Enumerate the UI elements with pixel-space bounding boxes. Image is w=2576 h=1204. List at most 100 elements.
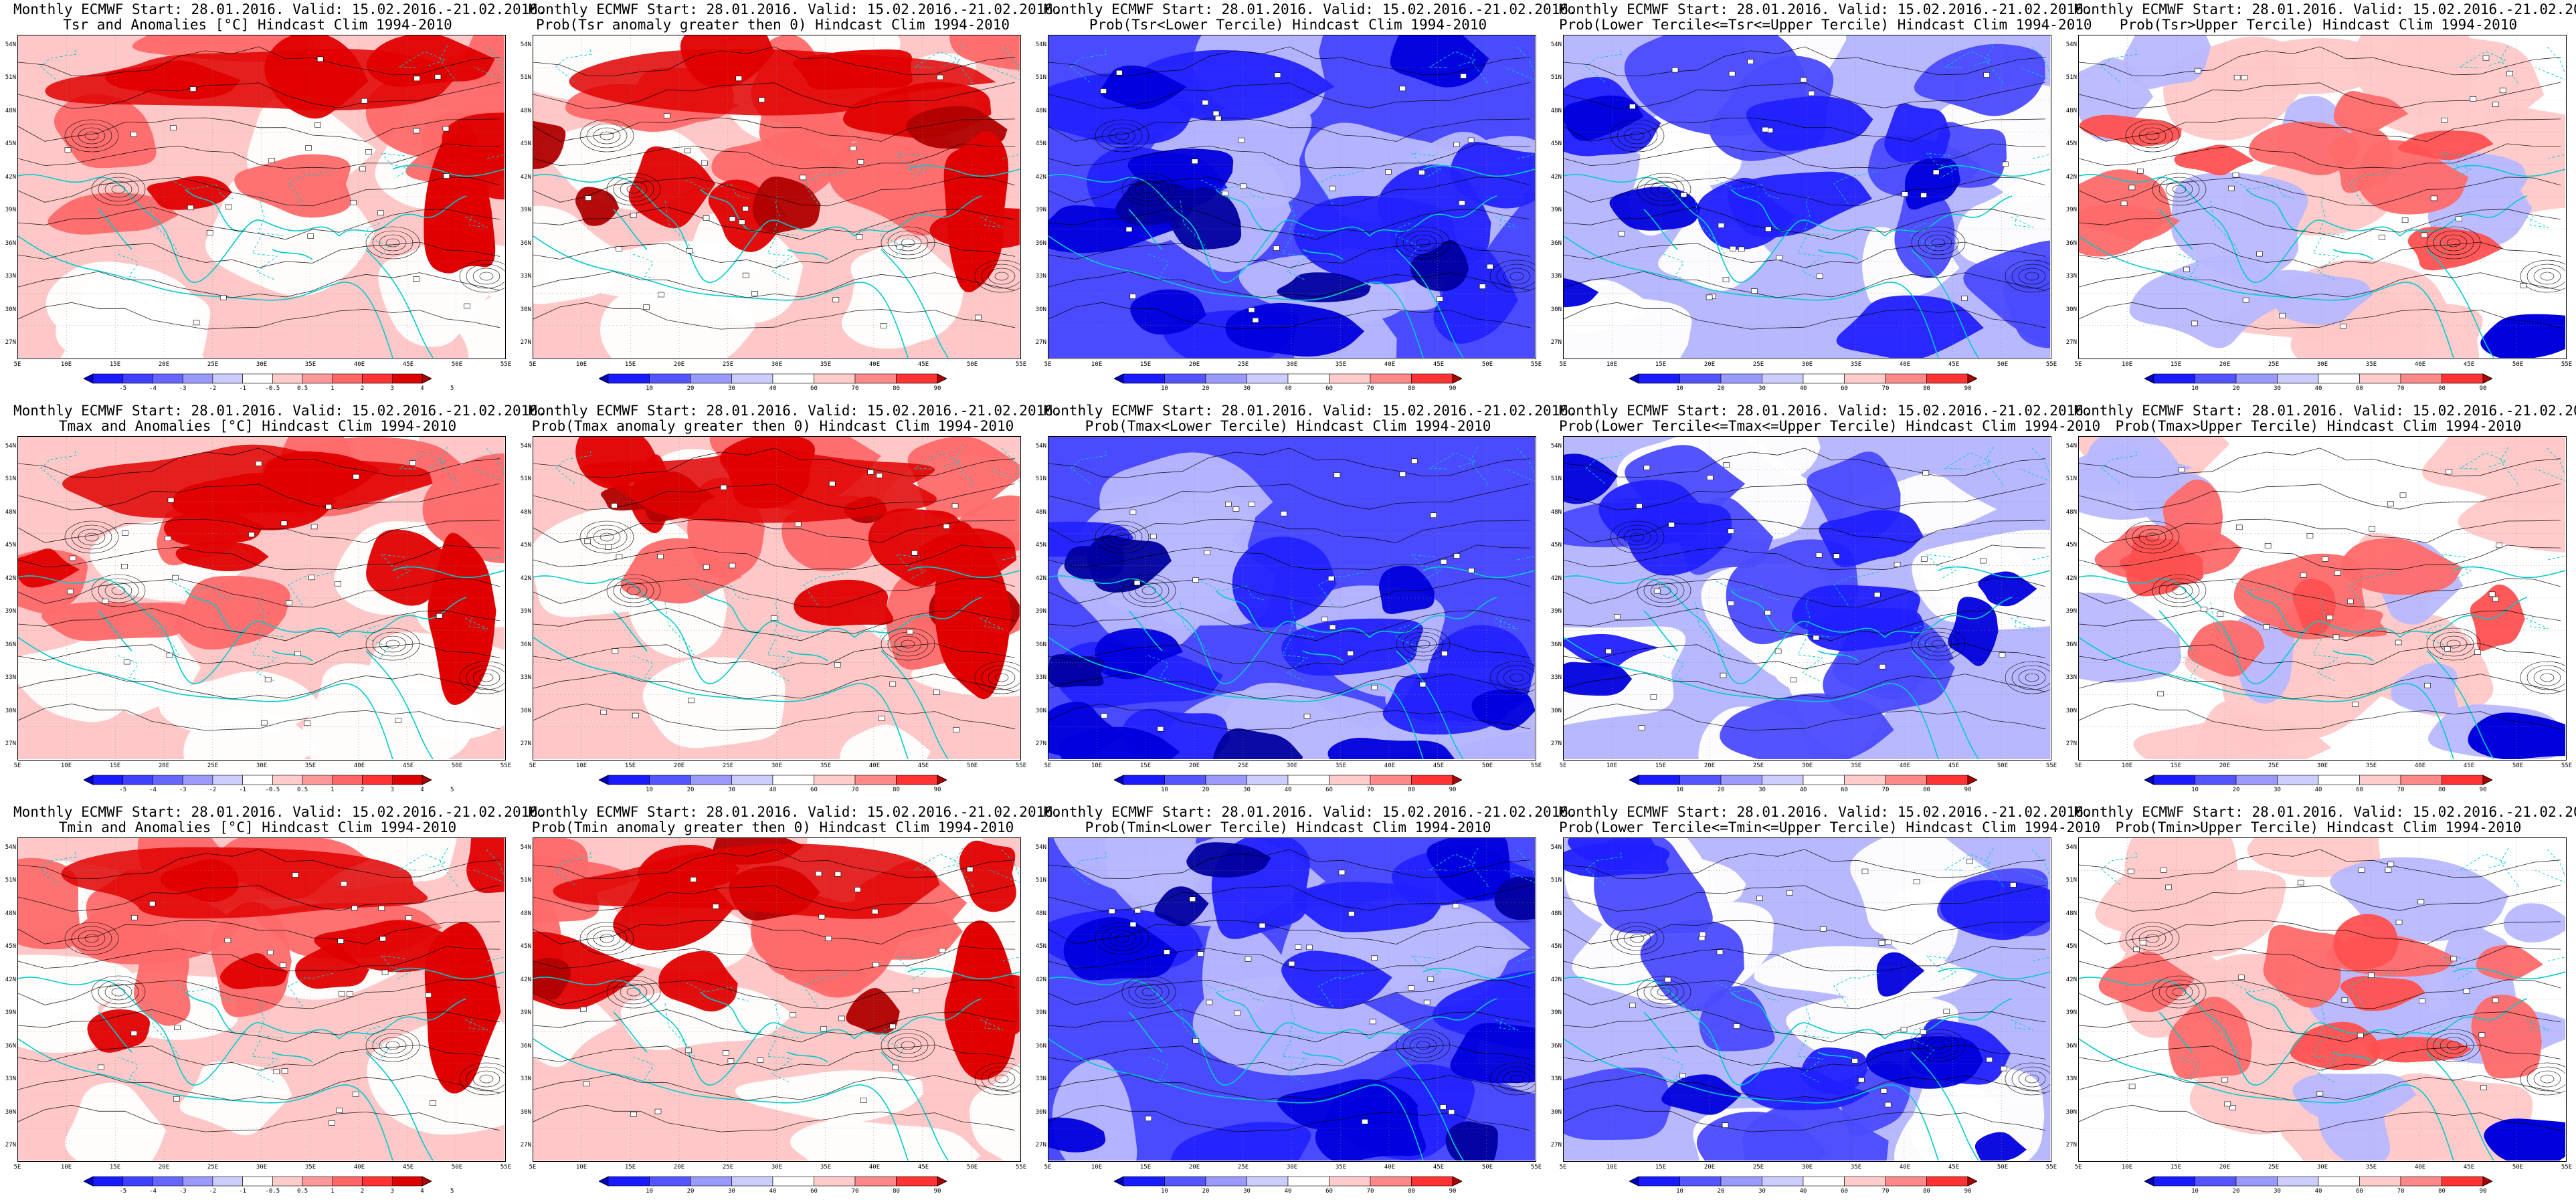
orography-contour	[2446, 639, 2461, 649]
station-marker	[1706, 294, 1713, 300]
colorbar-tick-label: 80	[2438, 385, 2446, 392]
colorbar-high-arrow	[1967, 373, 1977, 384]
station-marker	[1819, 926, 1827, 932]
latitude-label: 54N	[2065, 844, 2077, 851]
country-border	[1470, 446, 1489, 486]
panel-title-line2: Tsr and Anomalies [°C] Hindcast Clim 199…	[63, 17, 452, 33]
station-marker	[1833, 553, 1840, 559]
coastline	[854, 998, 982, 1039]
orography-contour	[974, 260, 1020, 293]
station-marker	[1878, 940, 1885, 946]
country-border	[1695, 1003, 1727, 1058]
station-marker	[341, 881, 347, 886]
orography-contour	[459, 260, 504, 293]
longitude-label: 55E	[2561, 763, 2573, 769]
latitude-label: 39N	[2065, 1009, 2077, 1017]
forecast-map	[1563, 436, 2051, 761]
orography-contour	[988, 669, 1016, 686]
orography-contour	[479, 673, 494, 682]
station-marker	[738, 219, 745, 225]
isotherm-contour	[2079, 143, 2561, 169]
isotherm-contour	[533, 518, 1016, 543]
isotherm-contour	[1048, 271, 1531, 298]
station-marker	[1109, 908, 1115, 914]
country-border	[1985, 847, 2005, 888]
station-marker	[729, 216, 736, 222]
field-shading	[2079, 114, 2182, 146]
field-shading	[1058, 726, 1180, 759]
longitude-label: 55E	[500, 1164, 512, 1171]
orography-contour	[372, 631, 413, 657]
field-shading	[2003, 257, 2050, 348]
station-marker	[1718, 223, 1725, 228]
isotherm-contour	[1048, 849, 1531, 879]
colorbar-tick-label: 80	[893, 1188, 900, 1195]
colorbar-swatch	[731, 775, 773, 785]
station-marker	[2369, 526, 2376, 532]
colorbar-swatch	[2442, 373, 2484, 384]
colorbar-tick-label: 90	[1964, 1188, 1972, 1195]
latitude-label: 39N	[520, 1009, 531, 1017]
longitude-label: 35E	[1335, 361, 1347, 368]
orography-contour	[981, 665, 1020, 690]
latitude-label: 39N	[1550, 1009, 1562, 1017]
station-marker	[1614, 614, 1621, 619]
colorbar-swatch	[1247, 1176, 1289, 1187]
field-shading	[949, 35, 1020, 71]
latitude-label: 27N	[1035, 1142, 1046, 1148]
longitude-label: 40E	[1899, 763, 1911, 769]
coastline	[1938, 165, 2050, 177]
latitude-label: 48N	[2065, 107, 2077, 114]
station-marker	[2120, 201, 2128, 207]
latitude-label: 51N	[5, 877, 16, 884]
isotherm-contour	[533, 672, 1016, 700]
longitude-label: 45E	[1433, 361, 1445, 368]
forecast-map	[533, 35, 1021, 359]
orography-contour	[71, 926, 112, 951]
latitude-label: 30N	[1035, 1108, 1046, 1116]
coastline	[881, 249, 949, 358]
field-shading	[1100, 66, 1187, 110]
orography-contour	[98, 177, 139, 202]
colorbar-tick-label: 0.5	[296, 385, 308, 392]
station-marker	[727, 1058, 735, 1064]
colorbar-tick-label: -2	[209, 385, 217, 392]
isotherm-contour	[533, 884, 1016, 912]
longitude-label: 35E	[2365, 361, 2377, 368]
longitude-label: 10E	[1091, 763, 1103, 769]
station-marker	[720, 484, 727, 490]
orography-contour	[2426, 226, 2481, 260]
latitude-label: 48N	[2065, 910, 2077, 917]
latitude-label: 48N	[1550, 107, 1562, 114]
orography-contour	[1924, 234, 1952, 252]
colorbar-swatch	[2153, 775, 2195, 785]
longitude-label: 55E	[2045, 763, 2057, 769]
station-marker	[630, 1112, 637, 1117]
orography-contour	[466, 1066, 504, 1092]
longitude-label: 50E	[451, 1164, 463, 1171]
coastline	[1884, 998, 2013, 1039]
longitude-label: 25E	[1752, 763, 1764, 769]
field-shading	[1742, 1096, 1889, 1161]
colorbar-tick-label: 40	[2314, 787, 2322, 793]
longitude-label: 35E	[1335, 1164, 1347, 1171]
longitude-label: 20E	[1188, 1164, 1200, 1171]
colorbar-swatch	[2195, 373, 2237, 384]
country-border	[1180, 601, 1212, 657]
station-marker	[1728, 528, 1734, 534]
colorbar-swatch	[272, 373, 303, 384]
probability-colorbar: 10 20 30 40 60 70 80 90	[599, 775, 947, 801]
orography-contour	[466, 264, 504, 289]
isotherm-contour	[533, 703, 1016, 731]
country-border	[803, 973, 849, 1008]
colorbar-swatch	[1123, 775, 1165, 785]
latitude-label: 30N	[2065, 1108, 2077, 1116]
colorbar-tick-label: 60	[2356, 1188, 2363, 1195]
colorbar-tick-label: 40	[769, 1188, 777, 1195]
latitude-label: 33N	[520, 1076, 531, 1083]
station-marker	[2478, 1032, 2486, 1038]
station-marker	[825, 936, 832, 941]
longitude-label: 50E	[1481, 1164, 1493, 1171]
orography-contour	[1924, 635, 1952, 653]
